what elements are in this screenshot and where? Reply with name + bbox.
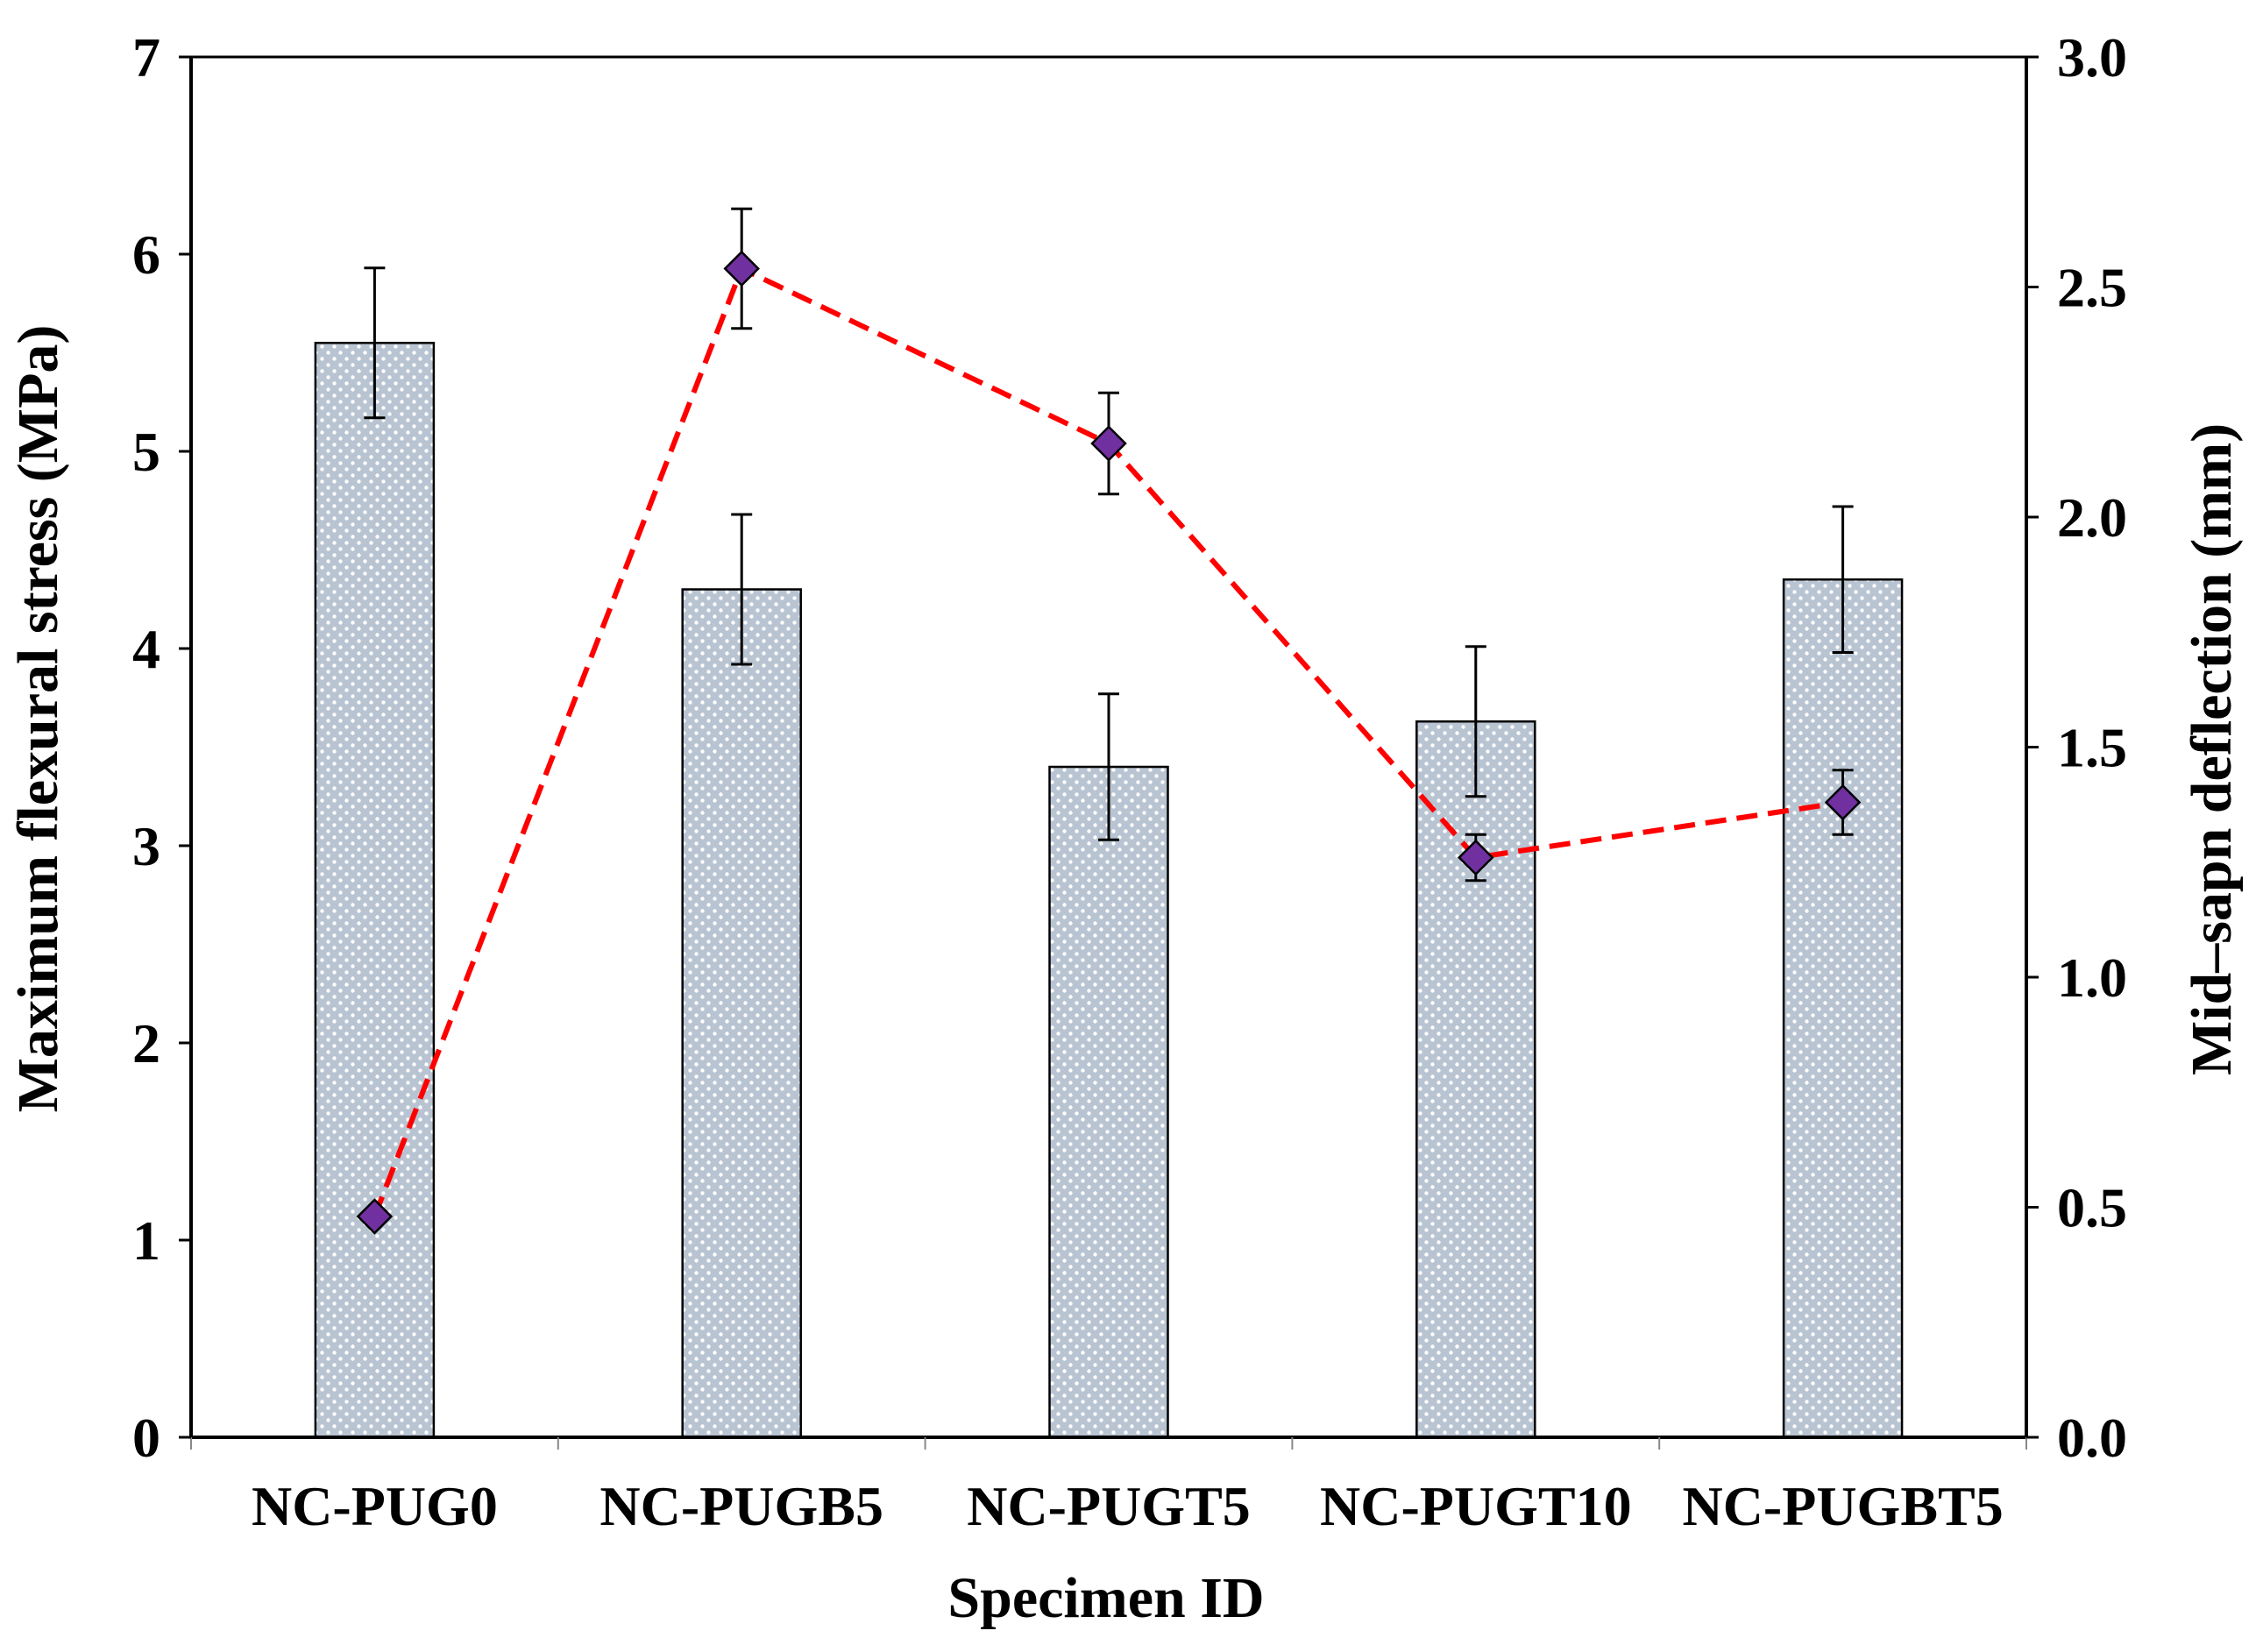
bar-nc-pug0	[314, 342, 436, 1439]
bar-nc-pugb5	[681, 588, 802, 1439]
left-y-tick-label: 0	[132, 1407, 160, 1469]
x-tick-label-nc-pugbt5: NC-PUGBT5	[1682, 1475, 2003, 1537]
deflection-point-nc-pugbt5	[1824, 783, 1862, 821]
right-y-tick-label: 0.0	[2057, 1407, 2127, 1469]
bar-nc-pugt5	[1048, 765, 1169, 1439]
right-axis-title: Mid–sapn deflection (mm)	[2180, 423, 2244, 1075]
left-axis-title: Maximum flexural stress (MPa)	[6, 325, 70, 1113]
right-y-tick-label: 3.0	[2057, 26, 2127, 89]
right-y-tick-label: 2.5	[2057, 257, 2127, 319]
left-y-tick-label: 3	[132, 815, 160, 877]
left-y-tick-label: 2	[132, 1012, 160, 1074]
bar-error-bar-nc-pugb5	[731, 513, 753, 666]
left-y-tick-label: 5	[132, 421, 160, 483]
left-y-tick-label: 6	[132, 223, 160, 286]
bar-error-bar-nc-pugt10	[1465, 645, 1486, 798]
x-tick-label-nc-pugt5: NC-PUGT5	[967, 1475, 1251, 1537]
right-y-tick-label: 1.5	[2057, 717, 2127, 779]
bar-error-bar-nc-pug0	[364, 266, 386, 420]
x-axis-title: Specimen ID	[947, 1566, 1264, 1630]
x-tick-label-nc-pug0: NC-PUG0	[252, 1475, 498, 1537]
right-y-tick-label: 0.5	[2057, 1177, 2127, 1239]
x-tick-label-nc-pugt10: NC-PUGT10	[1320, 1475, 1632, 1537]
bar-error-bar-nc-pugt5	[1098, 692, 1119, 841]
deflection-point-nc-pugt5	[1090, 425, 1127, 462]
deflection-point-nc-pugt10	[1458, 839, 1494, 876]
deflection-point-nc-pug0	[356, 1198, 394, 1235]
x-tick-label-nc-pugb5: NC-PUGB5	[599, 1475, 883, 1537]
left-y-tick-label: 4	[132, 618, 160, 680]
right-y-tick-label: 1.0	[2057, 947, 2127, 1009]
bar-nc-pugt10	[1415, 720, 1536, 1439]
deflection-point-nc-pugb5	[723, 250, 760, 287]
left-y-tick-label: 7	[132, 26, 160, 89]
left-y-tick-label: 1	[132, 1209, 160, 1272]
bar-nc-pugbt5	[1782, 578, 1904, 1439]
right-y-tick-label: 2.0	[2057, 486, 2127, 549]
bar-error-bar-nc-pugbt5	[1832, 505, 1854, 654]
